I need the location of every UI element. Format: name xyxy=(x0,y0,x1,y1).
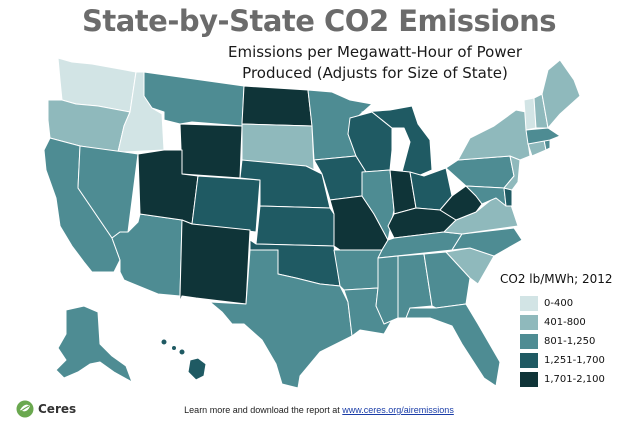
state-HI-islet-3 xyxy=(178,348,186,356)
state-HI xyxy=(187,357,207,381)
legend-label: 0-400 xyxy=(544,298,574,309)
state-MS xyxy=(375,255,399,325)
map-title: State-by-State CO2 Emissions xyxy=(81,4,557,38)
state-HI-islet-1 xyxy=(160,338,168,346)
map-legend: CO2 lb/MWh; 2012 0-400 401-800 801-1,250… xyxy=(500,272,630,389)
state-NM xyxy=(179,219,251,305)
leaf-icon xyxy=(16,400,34,418)
legend-label: 1,251-1,700 xyxy=(544,355,605,366)
state-KS xyxy=(255,205,335,247)
state-WY xyxy=(179,123,243,179)
footer-note: Learn more and download the report at ww… xyxy=(0,405,638,415)
legend-item: 1,701-2,100 xyxy=(500,370,630,389)
state-AK xyxy=(55,305,133,383)
legend-item: 401-800 xyxy=(500,313,630,332)
state-PA xyxy=(445,155,515,189)
legend-label: 401-800 xyxy=(544,317,586,328)
report-link[interactable]: www.ceres.org/airemissions xyxy=(342,405,454,415)
state-MA xyxy=(525,127,561,145)
brand-name: Ceres xyxy=(38,402,77,416)
map-subtitle: Emissions per Megawatt-Hour of Power Pro… xyxy=(220,42,530,84)
legend-item: 0-400 xyxy=(500,294,630,313)
state-DE xyxy=(503,187,513,207)
legend-swatch xyxy=(520,315,538,330)
state-NY xyxy=(457,109,531,161)
state-AZ xyxy=(111,213,183,297)
state-ME xyxy=(541,59,581,129)
state-HI-islet-2 xyxy=(171,345,177,351)
legend-title: CO2 lb/MWh; 2012 xyxy=(500,272,613,286)
legend-item: 801-1,250 xyxy=(500,332,630,351)
legend-label: 801-1,250 xyxy=(544,336,596,347)
state-CO xyxy=(191,175,261,233)
state-AR xyxy=(333,249,383,291)
legend-swatch xyxy=(520,372,538,387)
state-TX xyxy=(209,249,353,389)
legend-swatch xyxy=(520,334,538,349)
state-FL xyxy=(405,303,501,387)
subtitle-line-1: Emissions per Megawatt-Hour of Power xyxy=(227,43,522,61)
legend-item: 1,251-1,700 xyxy=(500,351,630,370)
legend-swatch xyxy=(520,296,538,311)
state-ND xyxy=(241,85,313,127)
legend-swatch xyxy=(520,353,538,368)
ceres-logo: Ceres xyxy=(16,400,76,418)
footer-text: Learn more and download the report at xyxy=(184,405,343,415)
legend-label: 1,701-2,100 xyxy=(544,374,605,385)
subtitle-line-2: Produced (Adjusts for Size of State) xyxy=(242,64,508,82)
